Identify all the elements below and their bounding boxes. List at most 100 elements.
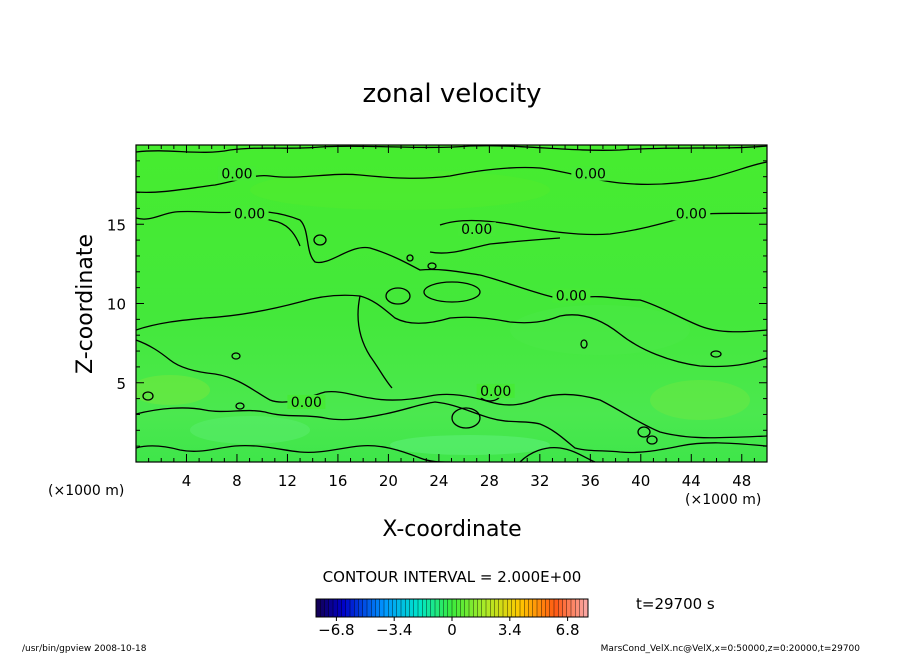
time-text: t=29700 s: [636, 595, 715, 613]
contour-loop: [385, 287, 411, 305]
colorbar-swatch: [566, 599, 572, 617]
x-tick-label: 32: [530, 472, 549, 490]
contour-loop: [451, 407, 481, 429]
contour-interval-text: CONTOUR INTERVAL = 2.000E+00: [323, 568, 582, 586]
footer-left: /usr/bin/gpview 2008-10-18: [22, 644, 147, 654]
contour-line: [136, 401, 767, 454]
colorbar-swatch: [409, 599, 415, 617]
colorbar-swatch: [443, 599, 449, 617]
x-tick-label: 44: [682, 472, 701, 490]
x-tick-label: 36: [581, 472, 600, 490]
colorbar-swatch: [575, 599, 580, 617]
colorbar-swatch: [537, 599, 542, 617]
colorbar-swatch: [328, 599, 334, 617]
contour-loop: [423, 281, 481, 303]
contour-line: [136, 294, 767, 368]
colorbar-swatch: [520, 599, 525, 617]
contour-label: 0.00: [575, 167, 606, 183]
colorbar-swatch: [430, 599, 436, 617]
colorbar-swatch: [473, 599, 478, 617]
colorbar-tick-label: 0: [447, 621, 457, 639]
x-tick-label: 12: [278, 472, 297, 490]
contour-loop: [580, 339, 588, 349]
colorbar-swatch: [401, 599, 406, 617]
y-axis-label: Z-coordinate: [73, 234, 98, 374]
contour-label-bg: [476, 383, 515, 398]
colorbar-tick-label: 3.4: [498, 621, 522, 639]
x-tick-label: 28: [480, 472, 499, 490]
colorbar-swatch: [558, 599, 563, 617]
contour-loop: [646, 435, 658, 445]
field-patch: [510, 305, 690, 355]
contour-loop: [235, 402, 245, 410]
contour-label-bg: [571, 166, 610, 181]
colorbar-swatch: [405, 599, 410, 617]
colorbar-swatch: [384, 599, 389, 617]
colorbar-swatch: [354, 599, 359, 617]
colorbar-swatch: [524, 599, 529, 617]
colorbar-swatch: [481, 599, 487, 617]
x-tick-label: 24: [429, 472, 448, 490]
contour-line: [429, 237, 561, 254]
contour-label-bg: [672, 206, 711, 221]
contour-label: 0.00: [676, 206, 707, 222]
contour-label-bg: [457, 222, 496, 237]
colorbar-swatch: [418, 599, 423, 617]
contour-line: [136, 339, 767, 439]
contour-label: 0.00: [461, 222, 492, 238]
colorbar-swatch: [320, 599, 325, 617]
colorbar-swatch: [477, 599, 483, 617]
colorbar-swatch: [379, 599, 385, 617]
colorbar-swatch: [545, 599, 551, 617]
contour-label: 0.00: [234, 206, 265, 222]
colorbar-swatch: [528, 599, 534, 617]
x-tick-label: 48: [732, 472, 751, 490]
contour-loop: [231, 352, 241, 360]
chart-title: zonal velocity: [362, 79, 541, 109]
x-axis-unit-left: (×1000 m): [48, 483, 124, 499]
colorbar-swatch: [549, 599, 555, 617]
colorbar-swatch: [469, 599, 474, 617]
contour-lines: [136, 145, 767, 462]
colorbar-swatch: [358, 599, 364, 617]
y-axis: 5 10 15: [107, 144, 767, 463]
colorbar-swatch: [375, 599, 381, 617]
x-axis-label: X-coordinate: [382, 517, 521, 542]
colorbar-swatch: [579, 599, 585, 617]
contour-loop: [406, 254, 414, 262]
plot-area: 0.00 0.00 0.00 0.00 0.00 0.00 0.00 0.00: [135, 144, 768, 463]
contour-labels: 0.00 0.00 0.00 0.00 0.00 0.00 0.00 0.00: [217, 166, 711, 411]
y-tick-label: 15: [107, 216, 126, 234]
x-tick-label: 20: [379, 472, 398, 490]
contour-label-bg: [287, 394, 326, 409]
colorbar-swatch: [498, 599, 504, 617]
colorbar-swatch: [371, 599, 376, 617]
y-tick-label: 10: [107, 296, 126, 314]
colorbar-swatch: [541, 599, 546, 617]
field-patch: [250, 170, 550, 210]
colorbar-swatch: [515, 599, 521, 617]
contour-label-bg: [552, 288, 591, 303]
x-tick-label: 16: [328, 472, 347, 490]
colorbar-swatch: [464, 599, 470, 617]
contour-line: [357, 295, 393, 389]
contour-label: 0.00: [221, 167, 252, 183]
colorbar-swatch: [439, 599, 444, 617]
colorbar-swatch: [494, 599, 500, 617]
footer-right: MarsCond_VelX.nc@VelX,x=0:50000,z=0:2000…: [601, 644, 861, 654]
contour-label: 0.00: [480, 384, 511, 400]
colorbar-tick-label: −3.4: [376, 621, 412, 639]
contour-loop: [427, 262, 437, 270]
contour-loop: [142, 391, 154, 401]
colorbar-swatch: [345, 599, 351, 617]
colorbar-swatch: [507, 599, 512, 617]
field-patch: [650, 380, 750, 420]
x-axis-unit-right: (×1000 m): [685, 492, 761, 508]
contour-label: 0.00: [556, 289, 587, 305]
colorbar-swatch: [554, 599, 559, 617]
colorbar-swatch: [426, 599, 432, 617]
colorbar-swatch: [447, 599, 453, 617]
colorbar-swatch: [435, 599, 440, 617]
contour-loop: [313, 234, 327, 246]
colorbar-swatch: [362, 599, 368, 617]
